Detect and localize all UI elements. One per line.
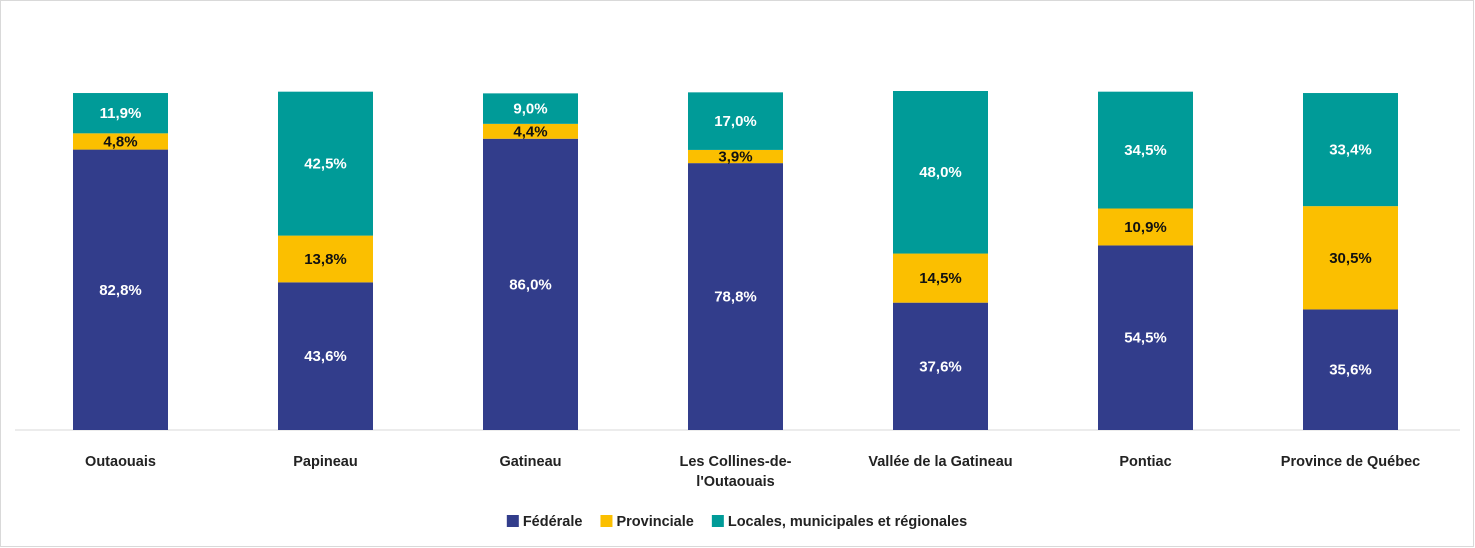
legend-label: Provinciale bbox=[616, 514, 693, 530]
data-label: 3,9% bbox=[718, 148, 752, 165]
x-tick-label: Gatineau bbox=[499, 454, 562, 470]
data-label: 48,0% bbox=[919, 164, 962, 181]
bar-segment bbox=[688, 92, 783, 150]
data-label: 13,8% bbox=[304, 251, 347, 268]
data-label: 86,0% bbox=[509, 276, 552, 293]
bar-segment bbox=[1303, 309, 1398, 430]
x-tick-label: Outaouais bbox=[85, 454, 156, 470]
bar-segment bbox=[1303, 93, 1398, 207]
data-label: 82,8% bbox=[99, 282, 142, 299]
bar-segment bbox=[688, 149, 783, 164]
bar-segment bbox=[483, 93, 578, 124]
x-tick-label: Les Collines-de-l'Outaouais bbox=[679, 454, 792, 490]
data-label: 17,0% bbox=[714, 113, 757, 130]
bar-segment bbox=[278, 282, 373, 430]
bar-segment bbox=[893, 91, 988, 254]
legend-label: Locales, municipales et régionales bbox=[728, 514, 967, 530]
data-label: 30,5% bbox=[1329, 250, 1372, 267]
data-label: 54,5% bbox=[1124, 330, 1167, 347]
bar-segment bbox=[688, 163, 783, 430]
data-label: 10,9% bbox=[1124, 219, 1167, 236]
x-tick-label: Province de Québec bbox=[1280, 454, 1421, 470]
legend-swatch bbox=[711, 515, 724, 527]
bar-segment bbox=[893, 302, 988, 430]
legend-swatch bbox=[600, 515, 613, 527]
data-label: 4,4% bbox=[513, 123, 547, 140]
data-label: 42,5% bbox=[304, 156, 347, 173]
data-label: 78,8% bbox=[714, 289, 757, 306]
bar-segment bbox=[278, 235, 373, 283]
data-label: 33,4% bbox=[1329, 142, 1372, 159]
bar-segment bbox=[1098, 91, 1193, 209]
bar-segment bbox=[483, 123, 578, 139]
data-label: 4,8% bbox=[103, 133, 137, 150]
data-label: 9,0% bbox=[513, 101, 547, 118]
bar-segment bbox=[1098, 245, 1193, 430]
data-label: 43,6% bbox=[304, 348, 347, 365]
bar-segment bbox=[483, 138, 578, 430]
data-label: 14,5% bbox=[919, 270, 962, 287]
bar-segment bbox=[73, 133, 168, 150]
bar-segment bbox=[1098, 208, 1193, 246]
bar-segment bbox=[73, 93, 168, 134]
data-label: 37,6% bbox=[919, 358, 962, 375]
x-tick-label: Vallée de la Gatineau bbox=[868, 454, 1013, 470]
x-tick-label: Papineau bbox=[293, 454, 358, 470]
x-tick-label: Pontiac bbox=[1119, 454, 1172, 470]
legend-label: Fédérale bbox=[523, 514, 583, 530]
data-label: 11,9% bbox=[100, 105, 142, 122]
bar-segment bbox=[73, 149, 168, 430]
data-label: 34,5% bbox=[1124, 142, 1167, 159]
bar-segment bbox=[1303, 206, 1398, 310]
bar-segment bbox=[278, 91, 373, 236]
legend-swatch bbox=[506, 515, 519, 527]
bar-segment bbox=[893, 253, 988, 303]
data-label: 35,6% bbox=[1329, 362, 1372, 379]
